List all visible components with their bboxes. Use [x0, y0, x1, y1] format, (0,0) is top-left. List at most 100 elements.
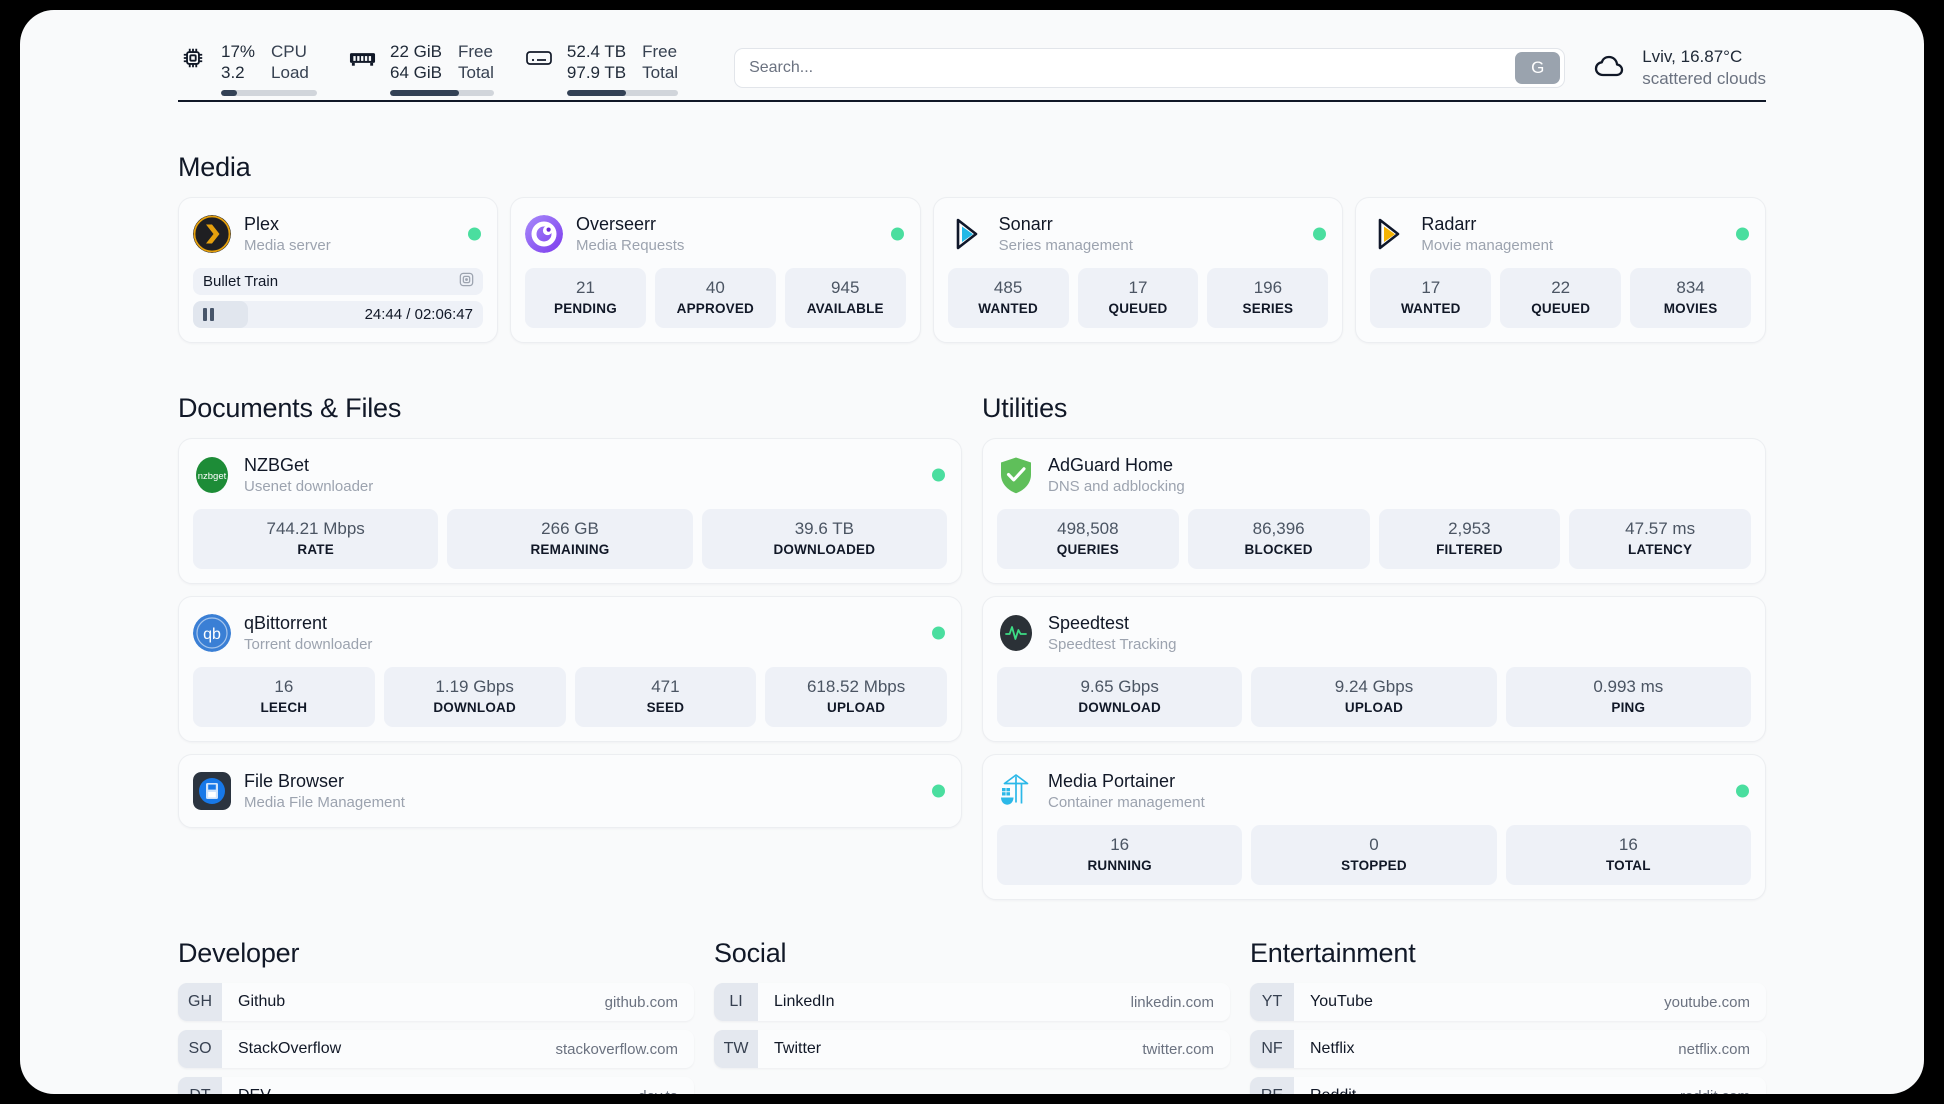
stat-value: 485 [993, 278, 1023, 297]
stat-value: 0 [1369, 835, 1379, 854]
bookmark-badge: TW [714, 1030, 758, 1068]
stat-value: 2,953 [1448, 519, 1491, 538]
bookmark-item[interactable]: GH Github github.com [178, 983, 694, 1021]
stat-value: 945 [831, 278, 860, 297]
stat-value: 1.19 Gbps [435, 677, 514, 696]
service-subtitle: Series management [998, 236, 1133, 254]
disk-stat-group: 52.4 TB 97.9 TB Free Total [524, 41, 679, 96]
stat-value: 17 [1128, 278, 1148, 297]
stat-box: 21 PENDING [525, 268, 646, 328]
stat-value: 498,508 [1057, 519, 1119, 538]
stat-box: 618.52 Mbps UPLOAD [765, 667, 947, 727]
bookmark-badge: NF [1250, 1030, 1294, 1068]
service-name: File Browser [244, 770, 345, 791]
dashboard-page: 17% 3.2 CPU Load [20, 10, 1924, 1094]
bookmark-item[interactable]: YT YouTube youtube.com [1250, 983, 1766, 1021]
bookmark-item[interactable]: TW Twitter twitter.com [714, 1030, 1230, 1068]
service-card-overseerr[interactable]: Overseerr Media Requests 21 PENDING 40 A… [510, 197, 921, 343]
stat-row: 21 PENDING 40 APPROVED 945 AVAILABLE [525, 268, 906, 328]
speedtest-icon [997, 614, 1035, 652]
bookmark-item[interactable]: RE Reddit reddit.com [1250, 1077, 1766, 1094]
bookmark-url: netflix.com [1678, 1040, 1750, 1058]
service-card-speedtest[interactable]: Speedtest Speedtest Tracking 9.65 Gbps D… [982, 596, 1766, 742]
service-card-adguard-home[interactable]: AdGuard Home DNS and adblocking 498,508 … [982, 438, 1766, 584]
bookmark-url: youtube.com [1664, 993, 1750, 1011]
cpu-label-2: Load [271, 62, 309, 82]
weather-widget: Lviv, 16.87°C scattered clouds [1591, 46, 1766, 90]
qbittorrent-icon: qb [193, 614, 231, 652]
service-name: Speedtest [1048, 612, 1130, 633]
search-bar[interactable]: G [734, 48, 1566, 88]
bookmark-item[interactable]: SO StackOverflow stackoverflow.com [178, 1030, 694, 1068]
stat-value: 266 GB [541, 519, 599, 538]
stat-label: SERIES [1242, 301, 1294, 316]
bookmark-url: twitter.com [1142, 1040, 1214, 1058]
stat-label: MOVIES [1663, 301, 1718, 316]
service-card-file-browser[interactable]: File Browser Media File Management [178, 754, 962, 828]
service-card-sonarr[interactable]: Sonarr Series management 485 WANTED 17 Q… [932, 197, 1344, 343]
service-subtitle: Torrent downloader [244, 635, 373, 653]
search-input[interactable] [735, 49, 1516, 87]
stat-box: 0 STOPPED [1251, 825, 1497, 885]
bookmark-item[interactable]: LI LinkedIn linkedin.com [714, 983, 1230, 1021]
svg-text:nzbget: nzbget [198, 471, 227, 482]
stat-row: 16 RUNNING 0 STOPPED 16 TOTAL [997, 825, 1751, 885]
bookmark-item[interactable]: NF Netflix netflix.com [1250, 1030, 1766, 1068]
service-card-qbittorrent[interactable]: qb qBittorrent Torrent downloader 16 LEE… [178, 596, 962, 742]
stat-value: 86,396 [1252, 519, 1305, 538]
service-name: Media Portainer [1048, 770, 1176, 791]
cast-icon[interactable] [459, 272, 474, 292]
weather-description: scattered clouds [1642, 69, 1766, 88]
bookmark-group-social: Social LI LinkedIn linkedin.com TW Twitt… [714, 938, 1230, 1094]
stat-value: 40 [705, 278, 725, 297]
disk-total-value: 97.9 TB [566, 62, 627, 82]
service-subtitle: Speedtest Tracking [1048, 635, 1177, 653]
plex-icon [193, 215, 231, 253]
stat-box: 16 RUNNING [997, 825, 1243, 885]
bookmark-name: Github [238, 993, 286, 1010]
stat-value: 22 [1551, 278, 1571, 297]
bookmark-item[interactable]: DT DEV dev.to [178, 1077, 694, 1094]
stat-label: AVAILABLE [806, 301, 884, 316]
ram-stat-group: 22 GiB 64 GiB Free Total [347, 41, 494, 96]
service-card-radarr[interactable]: Radarr Movie management 17 WANTED 22 QUE… [1355, 197, 1767, 343]
bookmark-badge: LI [714, 983, 758, 1021]
stat-row: 744.21 Mbps RATE 266 GB REMAINING 39.6 T… [193, 509, 947, 569]
cpu-load-value: 3.2 [221, 62, 245, 82]
service-card-plex[interactable]: Plex Media server Bullet Train [178, 197, 498, 343]
disk-free-value: 52.4 TB [566, 41, 627, 61]
stat-box: 47.57 ms LATENCY [1569, 509, 1751, 569]
media-card-row: Plex Media server Bullet Train [178, 197, 1767, 343]
stat-row: 17 WANTED 22 QUEUED 834 MOVIES [1370, 268, 1752, 328]
stat-label: PENDING [553, 301, 617, 316]
utilities-column: Utilities AdGuard Home DNS and adblockin… [982, 343, 1766, 912]
stat-box: 2,953 FILTERED [1378, 509, 1561, 569]
service-name: NZBGet [244, 454, 310, 475]
search-engine-button[interactable]: G [1515, 52, 1561, 84]
stat-label: LATENCY [1628, 542, 1693, 557]
cpu-progress-bar [221, 89, 317, 96]
pause-icon[interactable] [203, 308, 214, 321]
stat-box: 834 MOVIES [1630, 268, 1752, 328]
playback-progress-bar[interactable]: 24:44 / 02:06:47 [193, 301, 483, 328]
bookmark-badge: DT [178, 1077, 222, 1094]
bookmark-group-entertainment: Entertainment YT YouTube youtube.com NF … [1250, 938, 1766, 1094]
bookmark-name: Reddit [1294, 1077, 1356, 1094]
stat-box: 9.24 Gbps UPLOAD [1251, 667, 1497, 727]
cpu-icon [178, 41, 208, 75]
stat-value: 16 [1618, 835, 1638, 854]
service-card-nzbget[interactable]: nzbget NZBGet Usenet downloader 744.21 M… [178, 438, 962, 584]
stat-value: 16 [1110, 835, 1130, 854]
service-card-media-portainer[interactable]: Media Portainer Container management 16 … [982, 754, 1766, 900]
status-badge [932, 468, 945, 482]
stat-row: 9.65 Gbps DOWNLOAD 9.24 Gbps UPLOAD 0.99… [997, 667, 1751, 727]
stat-label: STOPPED [1341, 858, 1407, 873]
ram-label-1: Free [457, 41, 493, 61]
bookmark-url: dev.to [638, 1077, 694, 1095]
stat-label: QUEUED [1108, 301, 1168, 316]
stat-box: 945 AVAILABLE [784, 268, 906, 328]
service-subtitle: Container management [1048, 793, 1205, 811]
stat-box: 498,508 QUERIES [997, 509, 1179, 569]
bookmark-group-title: Entertainment [1250, 938, 1416, 968]
service-name: AdGuard Home [1048, 454, 1174, 475]
